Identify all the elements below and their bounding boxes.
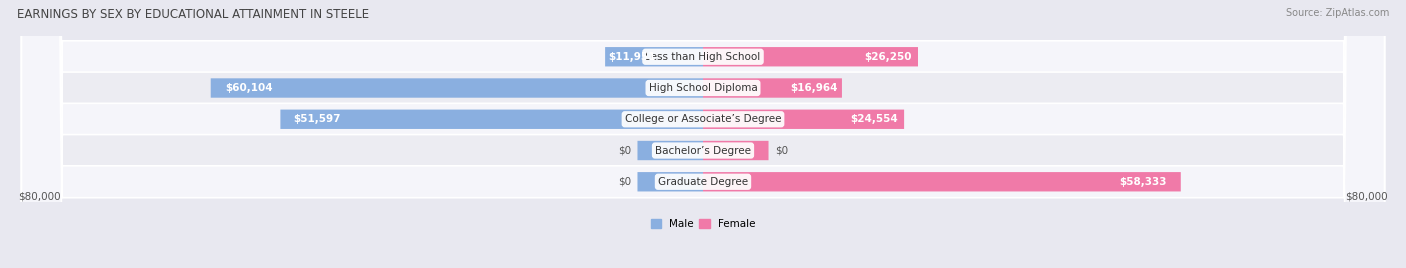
FancyBboxPatch shape [703,172,1181,191]
FancyBboxPatch shape [637,172,703,191]
FancyBboxPatch shape [605,47,703,66]
FancyBboxPatch shape [703,110,904,129]
FancyBboxPatch shape [211,78,703,98]
Text: $58,333: $58,333 [1119,177,1167,187]
Text: Less than High School: Less than High School [645,52,761,62]
Text: Bachelor’s Degree: Bachelor’s Degree [655,146,751,155]
Text: College or Associate’s Degree: College or Associate’s Degree [624,114,782,124]
FancyBboxPatch shape [21,0,1385,268]
FancyBboxPatch shape [21,0,1385,268]
Text: Source: ZipAtlas.com: Source: ZipAtlas.com [1285,8,1389,18]
Text: $0: $0 [617,146,631,155]
FancyBboxPatch shape [703,47,918,66]
Text: $80,000: $80,000 [1346,191,1388,202]
Text: $11,951: $11,951 [607,52,655,62]
FancyBboxPatch shape [21,0,1385,268]
FancyBboxPatch shape [637,141,703,160]
Text: Graduate Degree: Graduate Degree [658,177,748,187]
Text: $16,964: $16,964 [790,83,838,93]
Text: High School Diploma: High School Diploma [648,83,758,93]
Text: $0: $0 [617,177,631,187]
Text: EARNINGS BY SEX BY EDUCATIONAL ATTAINMENT IN STEELE: EARNINGS BY SEX BY EDUCATIONAL ATTAINMEN… [17,8,368,21]
FancyBboxPatch shape [703,141,769,160]
Text: $51,597: $51,597 [292,114,340,124]
Text: $80,000: $80,000 [18,191,60,202]
Text: $24,554: $24,554 [851,114,898,124]
FancyBboxPatch shape [21,0,1385,268]
Text: $0: $0 [775,146,789,155]
Text: $26,250: $26,250 [865,52,911,62]
FancyBboxPatch shape [703,78,842,98]
FancyBboxPatch shape [280,110,703,129]
Legend: Male, Female: Male, Female [647,215,759,233]
Text: $60,104: $60,104 [225,83,273,93]
FancyBboxPatch shape [21,0,1385,268]
